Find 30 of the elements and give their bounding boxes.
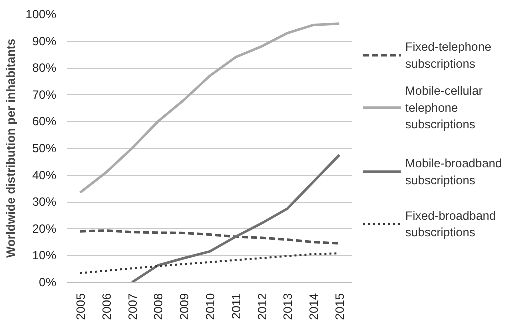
x-tick-label: 2011 xyxy=(229,293,244,320)
legend-label: Mobile-broadband subscriptions xyxy=(406,156,502,188)
line-series xyxy=(79,230,341,245)
x-tick-label: 2006 xyxy=(100,293,114,320)
x-tick-label: 2008 xyxy=(152,293,166,320)
x-tick-label: 2005 xyxy=(74,293,88,320)
y-tick-label: 50% xyxy=(32,142,57,156)
x-tick-label: 2012 xyxy=(255,293,270,320)
x-tick-label: 2007 xyxy=(126,293,140,320)
y-tick-label: 90% xyxy=(32,34,57,48)
x-tick-label: 2009 xyxy=(178,293,192,320)
x-tick-label: 2010 xyxy=(204,293,218,320)
y-tick-label: 20% xyxy=(32,222,57,236)
line-series xyxy=(79,22,341,194)
y-tick-label: 0% xyxy=(39,276,57,290)
line-series xyxy=(131,154,341,282)
y-tick-label: 30% xyxy=(32,195,57,210)
y-axis-title: Worldwide distribution per inhabitants xyxy=(4,38,18,258)
legend-label: Mobile-cellular telephone subscriptions xyxy=(406,84,483,132)
y-tick-label: 10% xyxy=(32,248,57,263)
y-tick-label: 100% xyxy=(26,8,57,22)
y-tick-label: 60% xyxy=(32,114,57,129)
x-tick-label: 2013 xyxy=(281,293,296,320)
y-tick-label: 70% xyxy=(32,88,57,102)
x-tick-label: 2015 xyxy=(333,293,348,320)
legend-label: Fixed-broadband subscriptions xyxy=(406,208,496,240)
y-tick-label: 40% xyxy=(32,168,57,182)
x-tick-label: 2014 xyxy=(307,293,322,320)
y-tick-label: 80% xyxy=(32,61,57,76)
legend-label: Fixed-telephone subscriptions xyxy=(406,40,492,71)
